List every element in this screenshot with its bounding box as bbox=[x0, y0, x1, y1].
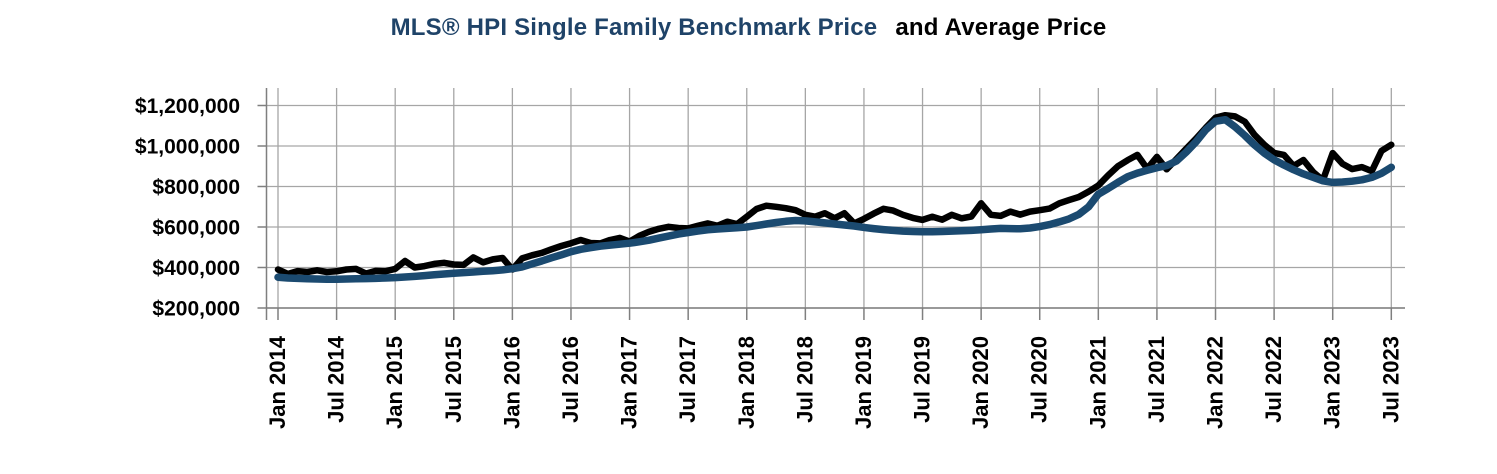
x-tick-label: Jul 2023 bbox=[1378, 336, 1403, 423]
y-tick-label: $800,000 bbox=[152, 176, 240, 199]
x-tick-label: Jan 2016 bbox=[499, 336, 524, 429]
x-tick-label: Jan 2015 bbox=[382, 336, 407, 429]
y-tick-label: $1,200,000 bbox=[135, 95, 240, 118]
y-tick-label: $1,000,000 bbox=[135, 136, 240, 159]
x-tick-label: Jul 2017 bbox=[675, 336, 700, 423]
x-tick-label: Jan 2018 bbox=[734, 336, 759, 429]
x-tick-label: Jan 2014 bbox=[265, 335, 290, 429]
x-tick-label: Jan 2019 bbox=[851, 336, 876, 429]
title-benchmark-part: MLS® HPI Single Family Benchmark Price bbox=[390, 14, 878, 41]
x-tick-label: Jan 2017 bbox=[617, 336, 642, 429]
y-tick-label: $200,000 bbox=[152, 298, 240, 321]
x-tick-label: Jul 2021 bbox=[1144, 336, 1169, 423]
average-price-line bbox=[274, 111, 1395, 278]
x-tick-label: Jul 2018 bbox=[792, 336, 817, 423]
y-tick-label: $600,000 bbox=[152, 217, 240, 240]
x-tick-label: Jan 2021 bbox=[1085, 336, 1110, 429]
x-tick-label: Jan 2020 bbox=[968, 336, 993, 429]
x-tick-label: Jul 2019 bbox=[910, 336, 935, 423]
x-tick-label: Jul 2015 bbox=[441, 336, 466, 423]
benchmark-price-line bbox=[274, 115, 1396, 283]
x-tick-label: Jul 2022 bbox=[1261, 336, 1286, 423]
page-title: MLS® HPI Single Family Benchmark Price an… bbox=[0, 14, 1497, 42]
x-tick-label: Jan 2022 bbox=[1203, 336, 1228, 429]
title-average-part: and Average Price bbox=[895, 14, 1107, 41]
x-tick-label: Jul 2020 bbox=[1027, 336, 1052, 423]
y-tick-label: $400,000 bbox=[152, 257, 240, 280]
x-tick-label: Jan 2023 bbox=[1320, 336, 1345, 429]
x-tick-label: Jul 2014 bbox=[324, 335, 349, 423]
x-tick-label: Jul 2016 bbox=[558, 336, 583, 423]
